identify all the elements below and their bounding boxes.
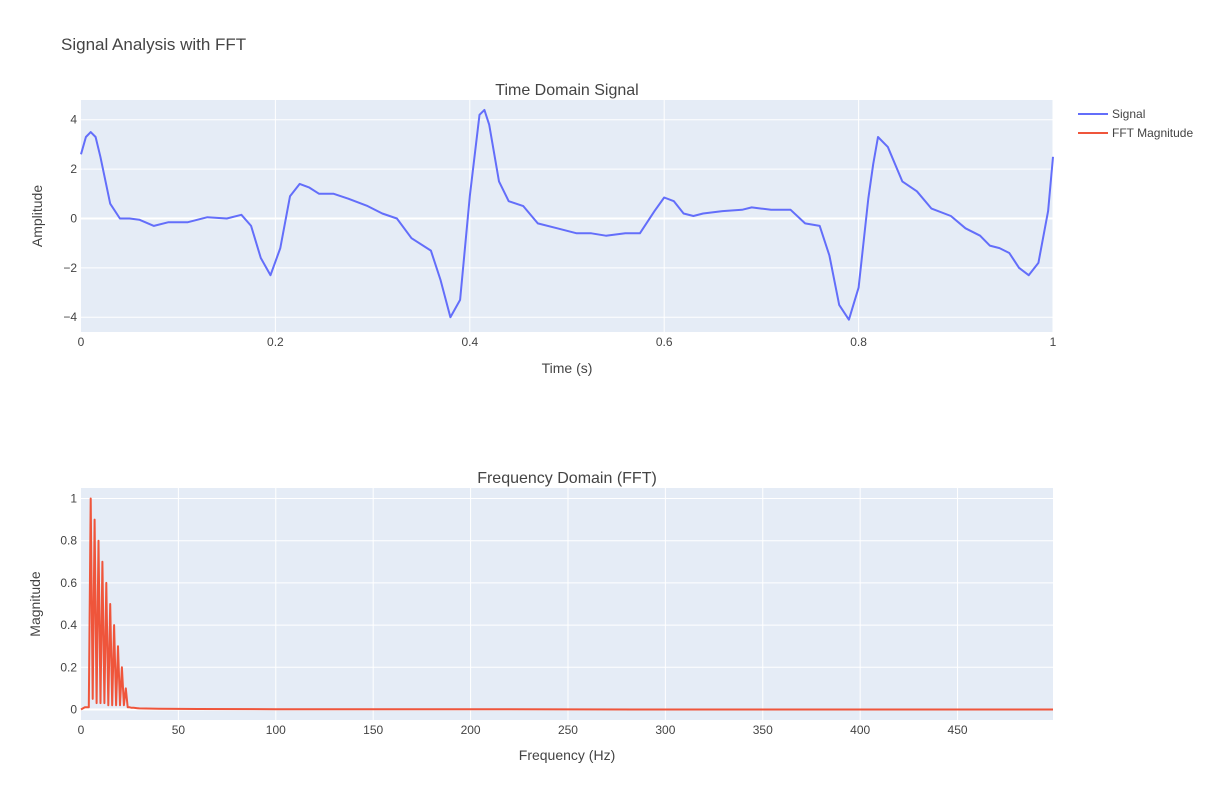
frequency-domain-x-tick-label: 300 — [655, 723, 675, 737]
frequency-domain-x-ticks: 0 50 100 150 200 250 300 350 400 450 — [78, 723, 968, 737]
time-domain-y-ticks: −4 −2 0 2 4 — [63, 113, 77, 324]
frequency-domain-x-tick-label: 350 — [753, 723, 773, 737]
time-domain-x-ticks: 0 0.2 0.4 0.6 0.8 1 — [78, 335, 1057, 349]
time-domain-x-axis-label: Time (s) — [542, 360, 593, 376]
frequency-domain-x-tick-label: 150 — [363, 723, 383, 737]
time-domain-gridlines — [81, 100, 1054, 332]
frequency-domain-series-lines — [80, 497, 1053, 711]
time-domain-x-tick-label: 0.6 — [656, 335, 673, 349]
frequency-domain-panel: 0 50 100 150 200 250 300 350 400 450 0 0.2 0.4 0.6 0.… — [27, 470, 1053, 763]
frequency-domain-subplot-title: Frequency Domain (FFT) — [477, 470, 657, 487]
frequency-domain-y-ticks: 0 0.2 0.4 0.6 0.8 1 — [60, 492, 77, 717]
frequency-domain-plot-area — [81, 488, 1053, 720]
time-domain-subplot-title: Time Domain Signal — [495, 82, 638, 99]
frequency-domain-y-axis-label: Magnitude — [27, 571, 43, 637]
legend[interactable]: Signal FFT Magnitude — [1078, 107, 1193, 140]
frequency-domain-y-tick-label: 0.8 — [60, 534, 77, 548]
time-domain-plot-area — [81, 100, 1053, 332]
frequency-domain-x-tick-label: 450 — [948, 723, 968, 737]
frequency-domain-x-tick-label: 50 — [172, 723, 186, 737]
legend-item-signal[interactable]: Signal — [1078, 107, 1145, 121]
frequency-domain-y-tick-label: 0 — [70, 702, 77, 716]
frequency-domain-x-tick-label: 100 — [266, 723, 286, 737]
legend-label-fft-magnitude: FFT Magnitude — [1112, 126, 1193, 140]
time-domain-y-axis-label: Amplitude — [29, 185, 45, 247]
time-domain-x-tick-label: 1 — [1050, 335, 1057, 349]
frequency-domain-y-tick-label: 0.2 — [60, 660, 77, 674]
time-domain-y-tick-label: −2 — [63, 261, 77, 275]
frequency-domain-gridlines — [81, 488, 1053, 720]
time-domain-y-tick-label: 2 — [70, 162, 77, 176]
frequency-domain-x-tick-label: 0 — [78, 723, 85, 737]
frequency-domain-y-tick-label: 1 — [70, 492, 77, 506]
legend-label-signal: Signal — [1112, 107, 1145, 121]
time-domain-y-tick-label: 0 — [70, 211, 77, 225]
frequency-domain-x-tick-label: 200 — [461, 723, 481, 737]
time-domain-x-tick-label: 0.2 — [267, 335, 284, 349]
time-domain-panel: 0 0.2 0.4 0.6 0.8 1 −4 −2 0 2 4 Time Domain Signa… — [29, 82, 1057, 376]
frequency-domain-y-tick-label: 0.6 — [60, 576, 77, 590]
figure-title: Signal Analysis with FFT — [61, 35, 246, 54]
frequency-domain-x-tick-label: 400 — [850, 723, 870, 737]
time-domain-x-tick-label: 0.4 — [461, 335, 478, 349]
time-domain-x-tick-label: 0 — [78, 335, 85, 349]
frequency-domain-x-axis-label: Frequency (Hz) — [519, 747, 615, 763]
frequency-domain-x-tick-label: 250 — [558, 723, 578, 737]
time-domain-x-tick-label: 0.8 — [850, 335, 867, 349]
signal-series-line — [80, 108, 1054, 321]
time-domain-y-tick-label: −4 — [63, 310, 77, 324]
time-domain-series-lines — [80, 108, 1054, 321]
frequency-domain-y-tick-label: 0.4 — [60, 618, 77, 632]
time-domain-y-tick-label: 4 — [70, 113, 77, 127]
fft-magnitude-series-line — [80, 497, 1053, 711]
legend-item-fft-magnitude[interactable]: FFT Magnitude — [1078, 126, 1193, 140]
